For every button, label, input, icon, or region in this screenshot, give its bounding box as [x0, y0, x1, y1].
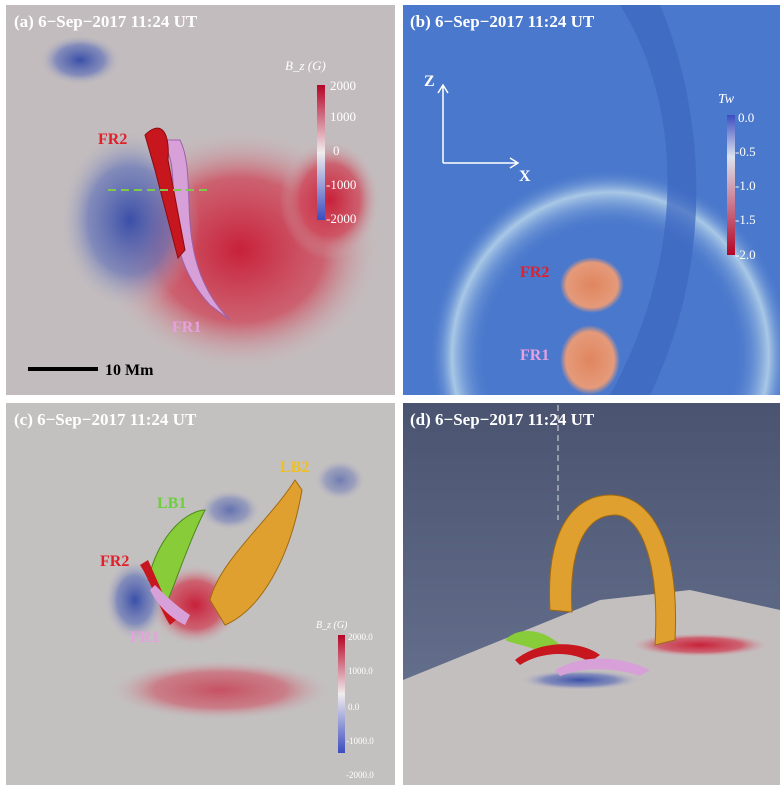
rope-label: FR1 [172, 319, 201, 336]
colorbar-tick: -1000.0 [346, 736, 374, 746]
colorbar-tick: -2000 [326, 211, 356, 226]
colorbar [338, 635, 345, 753]
colorbar-tick: -2000.0 [346, 770, 374, 780]
figure: (a) 6−Sep−2017 11:24 UT B_z (G) 2000 100… [0, 0, 782, 788]
rope-label: FR1 [520, 347, 549, 364]
field-region [630, 633, 770, 657]
colorbar-tick: 1000.0 [348, 666, 373, 676]
axis-label: X [519, 168, 531, 185]
panel-c [6, 403, 395, 785]
colorbar-tick: 1000 [330, 109, 356, 124]
rope-label: FR1 [130, 629, 159, 646]
rope-label: FR2 [100, 553, 129, 570]
colorbar-tick: 0.0 [738, 110, 754, 125]
colorbar-tick: -1000 [326, 177, 356, 192]
field-region [200, 490, 260, 530]
loop-label: LB2 [280, 459, 309, 476]
colorbar-tick: -1.5 [735, 212, 756, 227]
panel-d [403, 403, 780, 785]
panel-title: (c) 6−Sep−2017 11:24 UT [14, 410, 197, 429]
twist-region [560, 325, 620, 395]
panel-b [403, 5, 780, 395]
field-region [110, 660, 330, 720]
rope-label: FR2 [520, 264, 549, 281]
panel-title: (d) 6−Sep−2017 11:24 UT [410, 410, 595, 429]
panel-title: (a) 6−Sep−2017 11:24 UT [14, 12, 198, 31]
colorbar-tick: -2.0 [735, 247, 756, 262]
colorbar-tick: 0.0 [348, 702, 360, 712]
colorbar [317, 85, 325, 220]
scale-label: 10 Mm [105, 362, 154, 379]
field-region [315, 460, 365, 500]
colorbar-tick: -0.5 [735, 144, 756, 159]
rope-label: FR2 [98, 131, 127, 148]
colorbar-tick: 2000.0 [348, 632, 373, 642]
field-region [520, 670, 640, 690]
colorbar-tick: 2000 [330, 78, 356, 93]
colorbar-label: B_z (G) [285, 58, 326, 73]
colorbar-tick: -1.0 [735, 178, 756, 193]
twist-region [560, 257, 624, 313]
colorbar-label: B_z (G) [316, 620, 348, 631]
colorbar-tick: 0 [333, 143, 340, 158]
panel-title: (b) 6−Sep−2017 11:24 UT [410, 12, 595, 31]
loop-label: LB1 [157, 495, 186, 512]
field-region [280, 140, 380, 260]
axis-label: Z [424, 73, 435, 90]
colorbar [727, 115, 735, 255]
field-region [40, 35, 120, 85]
panel-a [6, 5, 395, 395]
colorbar-label: Tw [718, 92, 735, 107]
